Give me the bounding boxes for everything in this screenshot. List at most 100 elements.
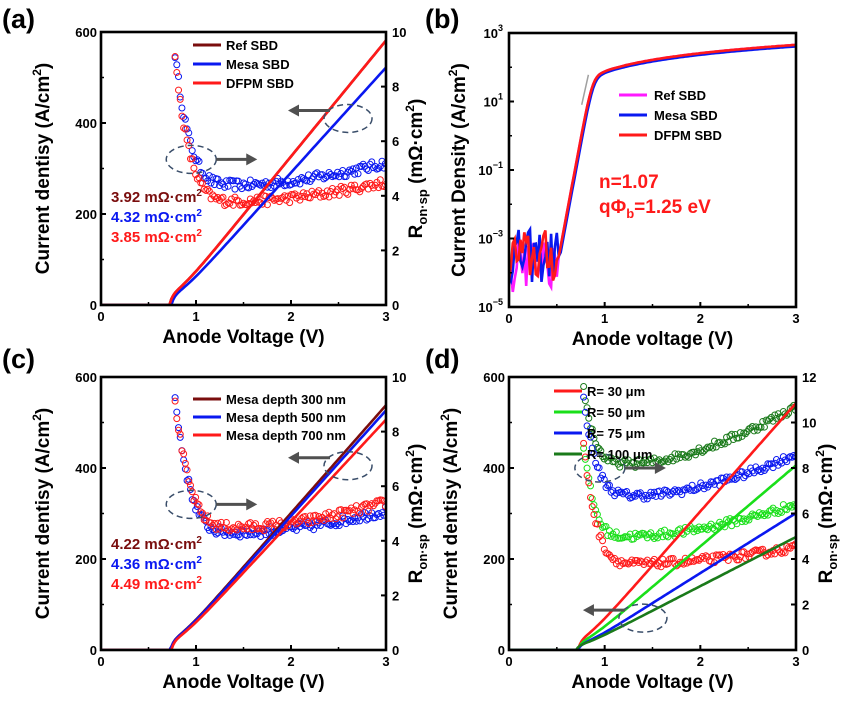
ron-point bbox=[192, 493, 200, 501]
ron-point bbox=[322, 510, 330, 518]
ron-point bbox=[294, 192, 302, 200]
ron-point bbox=[704, 553, 712, 561]
ron-point bbox=[306, 194, 314, 202]
ron-point bbox=[760, 423, 768, 431]
ron-point bbox=[602, 522, 610, 530]
ron-point bbox=[222, 200, 230, 208]
series-line bbox=[101, 66, 386, 305]
ron-point bbox=[339, 184, 347, 192]
ron-point bbox=[186, 137, 194, 145]
ron-point bbox=[299, 189, 307, 197]
series-line bbox=[101, 409, 386, 650]
ron-point bbox=[755, 466, 763, 474]
ron-point bbox=[652, 492, 660, 500]
ron-point bbox=[257, 181, 265, 189]
ron-point bbox=[347, 181, 355, 189]
ron-point bbox=[754, 513, 762, 521]
ron-point bbox=[359, 160, 367, 168]
ron-point bbox=[724, 556, 732, 564]
y-tick-label: 0 bbox=[498, 643, 505, 658]
ron-point bbox=[612, 528, 620, 536]
ron-point bbox=[183, 466, 191, 474]
ron-point bbox=[306, 512, 314, 520]
y2-tick-label: 2 bbox=[802, 598, 809, 613]
y-tick-label: 200 bbox=[483, 552, 505, 567]
plot-area bbox=[101, 39, 386, 305]
x-tick-label: 2 bbox=[697, 654, 704, 669]
ron-point bbox=[344, 168, 352, 176]
y2-tick-label: 12 bbox=[802, 370, 816, 385]
ron-point bbox=[593, 520, 601, 528]
ron-point bbox=[676, 525, 684, 533]
ron-point bbox=[356, 517, 364, 525]
ron-point bbox=[284, 522, 292, 530]
ron-point bbox=[363, 165, 371, 173]
ron-point bbox=[178, 112, 186, 120]
ron-point bbox=[705, 522, 713, 530]
ron-point bbox=[171, 394, 179, 402]
ron-point bbox=[673, 562, 681, 570]
series-line bbox=[509, 535, 796, 650]
ron-point bbox=[188, 155, 196, 163]
ron-point bbox=[193, 503, 201, 511]
ron-point bbox=[645, 530, 653, 538]
ron-point bbox=[238, 201, 246, 209]
plot-area bbox=[101, 394, 386, 650]
ron-point bbox=[354, 170, 362, 178]
ron-point bbox=[702, 481, 710, 489]
series-line bbox=[509, 45, 796, 286]
x-axis-title: Anode Voltage (V) bbox=[162, 327, 324, 348]
ron-point bbox=[286, 199, 294, 207]
ron-point bbox=[764, 511, 772, 519]
ron-point bbox=[705, 444, 713, 452]
ron-point bbox=[678, 491, 686, 499]
series-line bbox=[509, 512, 796, 650]
ellipse-left-axis bbox=[323, 103, 373, 134]
ron-point bbox=[599, 537, 607, 545]
ron-point bbox=[342, 189, 350, 197]
ron-point bbox=[772, 414, 780, 422]
ron-point bbox=[240, 179, 247, 187]
ron-point bbox=[790, 451, 796, 459]
ron-point bbox=[349, 185, 357, 193]
ron-point bbox=[354, 186, 362, 194]
ron-point bbox=[346, 517, 354, 525]
ron-point bbox=[757, 511, 765, 519]
ron-point bbox=[265, 193, 273, 201]
ron-series bbox=[580, 444, 796, 543]
ron-point bbox=[600, 545, 608, 553]
ron-point bbox=[306, 524, 314, 532]
arrow-right-axis-head bbox=[246, 153, 258, 166]
x-tick-label: 3 bbox=[792, 311, 799, 326]
ron-point bbox=[592, 459, 600, 467]
ron-point bbox=[698, 553, 706, 561]
ron-point bbox=[173, 61, 181, 69]
ron-series bbox=[171, 397, 386, 535]
legend-label: Mesa SBD bbox=[654, 108, 718, 123]
ron-point bbox=[619, 534, 627, 542]
ron-point bbox=[322, 191, 330, 199]
ron-point bbox=[693, 485, 701, 493]
ron-point bbox=[669, 487, 677, 495]
ron-point bbox=[723, 433, 731, 441]
ron-point bbox=[205, 172, 213, 180]
ron-point bbox=[175, 86, 183, 94]
ron-annotation: 3.92 mΩ·cm2 bbox=[111, 188, 202, 206]
ron-point bbox=[212, 530, 220, 538]
ron-point bbox=[204, 512, 212, 520]
ron-point bbox=[376, 176, 384, 184]
ron-point bbox=[778, 549, 786, 557]
ron-point bbox=[640, 530, 648, 538]
ron-point bbox=[171, 53, 179, 61]
legend-label: Ref SBD bbox=[226, 38, 278, 53]
ron-point bbox=[245, 184, 253, 192]
ron-point bbox=[332, 522, 340, 530]
ron-point bbox=[776, 548, 784, 556]
ron-point bbox=[327, 521, 335, 529]
ron-point bbox=[633, 556, 641, 564]
ron-point bbox=[346, 166, 354, 174]
ron-point bbox=[260, 527, 268, 535]
ron-point bbox=[783, 458, 791, 466]
ron-point bbox=[581, 455, 589, 463]
